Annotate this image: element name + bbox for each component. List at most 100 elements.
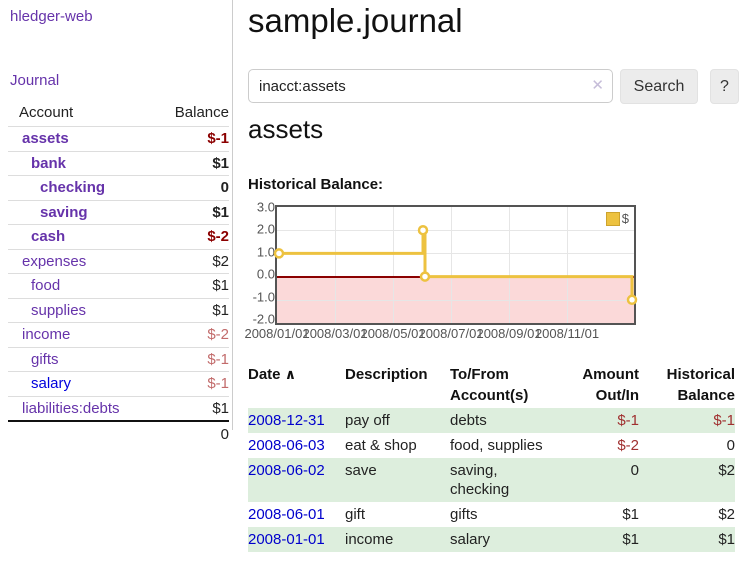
header-tofrom-line2: Account(s): [450, 387, 528, 404]
transaction-balance: $-1: [639, 408, 735, 433]
data-point: [628, 296, 636, 304]
help-button[interactable]: ?: [710, 69, 739, 104]
chart-legend: $: [606, 211, 629, 226]
account-link-checking[interactable]: checking: [40, 179, 105, 196]
account-balance: $-1: [207, 130, 229, 147]
transaction-amount: 0: [558, 458, 639, 502]
account-link-food[interactable]: food: [31, 277, 60, 294]
x-tick: 2008/01/01: [244, 326, 309, 341]
historical-balance-label: Historical Balance:: [248, 176, 383, 193]
transaction-amount: $1: [558, 502, 639, 527]
transaction-row[interactable]: 2008-06-02 save saving, checking 0 $2: [248, 458, 735, 502]
transaction-date-link[interactable]: 2008-06-02: [248, 462, 325, 479]
x-tick: 2008/11/01: [535, 326, 599, 341]
sort-asc-icon: ∧: [285, 366, 296, 382]
account-balance: $1: [212, 400, 229, 417]
transaction-amount: $-1: [558, 408, 639, 433]
account-row: income $-2: [8, 322, 229, 347]
x-tick: 2008/09/01: [476, 326, 541, 341]
account-link-gifts[interactable]: gifts: [31, 351, 59, 368]
transaction-row[interactable]: 2008-06-03 eat & shop food, supplies $-2…: [248, 433, 735, 458]
y-tick: -2.0: [253, 312, 275, 327]
transaction-date-link[interactable]: 2008-01-01: [248, 531, 325, 548]
transaction-accounts: food, supplies: [450, 433, 558, 458]
account-balance: 0: [221, 179, 229, 196]
search-button[interactable]: Search: [620, 69, 698, 104]
register-table: Date ∧ Description To/From Account(s) Am…: [248, 362, 735, 552]
y-tick: 1.0: [257, 245, 275, 260]
chart-plot-area: $: [275, 205, 636, 325]
x-tick: 2008/07/01: [418, 326, 483, 341]
account-link-bank[interactable]: bank: [31, 155, 66, 172]
account-link-liabilities-debts[interactable]: liabilities:debts: [22, 400, 120, 417]
transaction-date-link[interactable]: 2008-06-03: [248, 437, 325, 454]
account-balance: $-2: [207, 228, 229, 245]
account-heading: assets: [248, 114, 323, 145]
account-link-assets[interactable]: assets: [22, 130, 69, 147]
account-balance: $1: [212, 277, 229, 294]
y-tick: 0.0: [257, 267, 275, 282]
sidebar-divider: [232, 0, 233, 430]
transaction-description: gift: [345, 502, 450, 527]
transaction-accounts: debts: [450, 408, 558, 433]
account-balance: $-1: [207, 375, 229, 392]
header-amount: Amount Out/In: [558, 362, 639, 408]
header-amount-line2: Out/In: [596, 387, 639, 404]
accounts-table-header: Account Balance: [8, 100, 229, 126]
account-row: assets $-1: [8, 126, 229, 151]
transaction-row[interactable]: 2008-01-01 income salary $1 $1: [248, 527, 735, 552]
balance-line: [277, 207, 634, 323]
transaction-balance: $2: [639, 502, 735, 527]
account-row: food $1: [8, 273, 229, 298]
account-balance: $1: [212, 155, 229, 172]
y-tick: -1.0: [253, 290, 275, 305]
transaction-amount: $-2: [558, 433, 639, 458]
x-tick: 2008/05/01: [360, 326, 425, 341]
account-row: bank $1: [8, 151, 229, 176]
page-title: sample.journal: [248, 2, 735, 40]
account-link-income[interactable]: income: [22, 326, 70, 343]
header-tofrom: To/From Account(s): [450, 362, 558, 408]
account-link-supplies[interactable]: supplies: [31, 302, 86, 319]
legend-swatch: [606, 212, 620, 226]
transaction-balance: $2: [639, 458, 735, 502]
search-input[interactable]: [248, 69, 613, 103]
transaction-description: income: [345, 527, 450, 552]
account-balance: $-2: [207, 326, 229, 343]
header-balance-line1: Historical: [667, 366, 735, 383]
accounts-total-row: 0: [8, 420, 229, 446]
main-content: sample.journal ✕ Search ? assets Histori…: [248, 0, 735, 40]
transaction-accounts: gifts: [450, 502, 558, 527]
account-row: liabilities:debts $1: [8, 396, 229, 421]
account-row: expenses $2: [8, 249, 229, 274]
register-header-row: Date ∧ Description To/From Account(s) Am…: [248, 362, 735, 408]
account-balance: $-1: [207, 351, 229, 368]
clear-search-icon[interactable]: ✕: [591, 77, 604, 95]
balance-chart[interactable]: 3.0 2.0 1.0 0.0 -1.0 -2.0: [248, 200, 718, 346]
transaction-accounts: salary: [450, 527, 558, 552]
transaction-date-link[interactable]: 2008-12-31: [248, 412, 325, 429]
accounts-table: Account Balance assets $-1 bank $1 check…: [8, 100, 229, 446]
account-row: supplies $1: [8, 298, 229, 323]
account-link-cash[interactable]: cash: [31, 228, 65, 245]
search-form: ✕ Search ?: [248, 69, 735, 104]
transaction-balance: $1: [639, 527, 735, 552]
account-row: cash $-2: [8, 224, 229, 249]
y-tick: 3.0: [257, 200, 275, 215]
account-link-saving[interactable]: saving: [40, 204, 88, 221]
brand-link[interactable]: hledger-web: [10, 8, 93, 25]
transaction-row[interactable]: 2008-12-31 pay off debts $-1 $-1: [248, 408, 735, 433]
accounts-header-balance: Balance: [175, 104, 229, 121]
transaction-description: pay off: [345, 408, 450, 433]
account-link-salary[interactable]: salary: [31, 375, 71, 392]
header-date[interactable]: Date ∧: [248, 362, 345, 408]
account-link-expenses[interactable]: expenses: [22, 253, 86, 270]
sidebar-item-journal[interactable]: Journal: [10, 72, 59, 89]
header-balance: Historical Balance: [639, 362, 735, 408]
transaction-date-link[interactable]: 2008-06-01: [248, 506, 325, 523]
account-row: checking 0: [8, 175, 229, 200]
account-row: saving $1: [8, 200, 229, 225]
accounts-total-value: 0: [221, 426, 229, 443]
transaction-row[interactable]: 2008-06-01 gift gifts $1 $2: [248, 502, 735, 527]
header-amount-line1: Amount: [582, 366, 639, 383]
